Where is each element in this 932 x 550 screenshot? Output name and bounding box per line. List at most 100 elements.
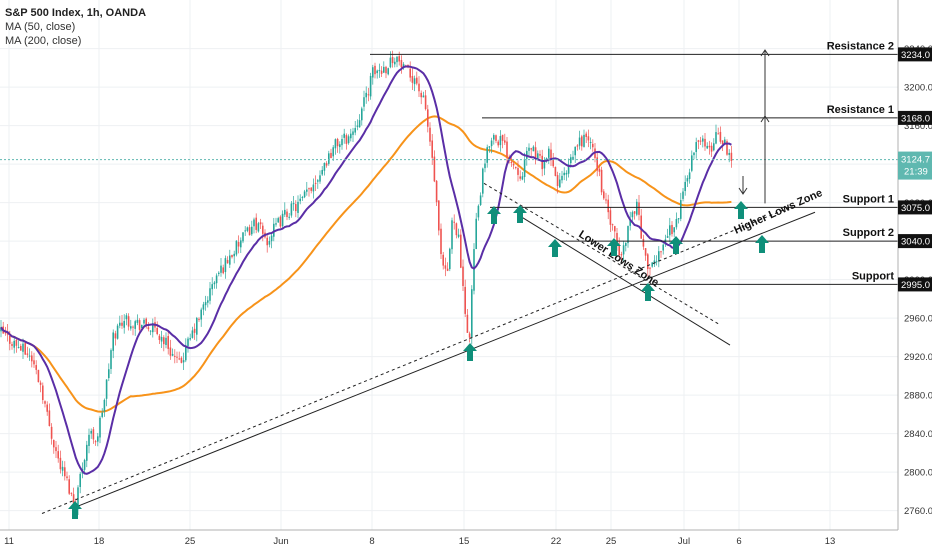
x-tick-label: 15 <box>459 536 470 547</box>
candle-body <box>306 189 308 192</box>
candle-body <box>715 132 717 144</box>
candle-body <box>105 379 108 399</box>
candle-body <box>158 335 161 340</box>
level-price-tag <box>898 277 932 292</box>
y-tick-label: 3200.0 <box>904 83 932 94</box>
candle-body <box>259 222 262 225</box>
candle-body <box>587 136 590 141</box>
candle-body <box>182 360 185 363</box>
candle-body <box>50 426 53 439</box>
candles <box>0 50 733 515</box>
level-label: Resistance 2 <box>827 40 894 52</box>
level-label: Resistance 1 <box>827 104 894 116</box>
higher-low-arrow-icon <box>755 235 769 253</box>
candle-body <box>334 139 337 149</box>
candle-body <box>196 317 198 335</box>
candle-body <box>673 227 675 233</box>
higher-low-arrow-icon <box>669 236 683 254</box>
candle-body <box>288 216 290 218</box>
candle-body <box>132 326 134 328</box>
candle-body <box>99 417 101 438</box>
candle-body <box>409 68 411 78</box>
candle-body <box>312 184 315 192</box>
candle-body <box>677 218 680 220</box>
candle-body <box>207 300 209 303</box>
candle-body <box>372 67 374 78</box>
candle-body <box>442 254 444 266</box>
y-tick-label: 3160.0 <box>904 121 932 132</box>
price-axis-bg <box>898 0 932 550</box>
candle-body <box>517 168 519 175</box>
candle-body <box>537 153 539 160</box>
candle-body <box>244 230 246 232</box>
candle-body <box>339 144 341 148</box>
candle-body <box>490 140 493 147</box>
candle-body <box>33 360 35 365</box>
candle-body <box>666 236 669 238</box>
target-arrow-r1-head <box>760 115 770 123</box>
y-tick-label: 2880.0 <box>904 391 932 402</box>
candle-body <box>550 149 552 159</box>
candle-body <box>708 145 711 148</box>
candle-body <box>460 234 462 268</box>
candle-body <box>387 68 389 75</box>
candle-body <box>664 239 667 245</box>
candle-body <box>42 385 44 401</box>
candle-body <box>130 326 132 329</box>
candle-body <box>523 158 526 178</box>
candle-body <box>328 153 330 164</box>
candle-body <box>501 134 504 141</box>
candle-body <box>600 169 603 193</box>
level-price-tag <box>898 234 932 249</box>
y-tick-label: 2920.0 <box>904 352 932 363</box>
candle-body <box>310 187 312 191</box>
candle-body <box>585 133 587 137</box>
candle-body <box>101 412 103 417</box>
candle-body <box>290 203 293 216</box>
candle-body <box>693 152 695 156</box>
candle-body <box>649 267 651 269</box>
candle-body <box>136 319 139 323</box>
candle-body <box>53 440 55 448</box>
ma50-path <box>0 65 732 475</box>
candle-body <box>497 141 499 146</box>
level-price-tag <box>898 200 932 215</box>
candle-body <box>719 131 722 142</box>
candle-body <box>391 57 394 64</box>
candle-body <box>332 147 334 157</box>
candle-body <box>233 253 235 257</box>
candle-body <box>574 146 576 156</box>
candle-body <box>400 60 403 68</box>
ma200-line <box>0 115 732 413</box>
candle-body <box>358 120 361 128</box>
candle-body <box>596 157 598 171</box>
candle-body <box>253 219 255 227</box>
candle-body <box>88 434 90 446</box>
candle-body <box>308 188 310 190</box>
level-price-text: 3168.0 <box>901 113 930 124</box>
candle-body <box>31 355 33 362</box>
candle-body <box>226 259 229 264</box>
candle-body <box>174 355 176 357</box>
candle-body <box>724 139 726 144</box>
ma200-legend: MA (200, close) <box>5 35 82 47</box>
x-tick-label: 11 <box>4 536 14 547</box>
x-tick-label: 25 <box>606 536 617 547</box>
y-tick-label: 2800.0 <box>904 468 932 479</box>
trendline-solid <box>73 211 816 509</box>
candle-body <box>86 444 88 461</box>
x-tick-label: 6 <box>736 536 741 547</box>
x-tick-label: 22 <box>551 536 562 547</box>
candle-body <box>453 221 455 223</box>
candle-body <box>165 337 167 345</box>
candle-body <box>218 272 220 274</box>
candle-body <box>499 136 502 146</box>
candle-body <box>299 198 301 202</box>
target-arrow-r2-head <box>760 49 770 57</box>
candle-body <box>112 332 114 351</box>
last-price-text: 3124.7 <box>901 155 930 166</box>
candle-body <box>35 365 37 370</box>
candle-body <box>321 169 323 175</box>
candle-body <box>297 201 299 213</box>
